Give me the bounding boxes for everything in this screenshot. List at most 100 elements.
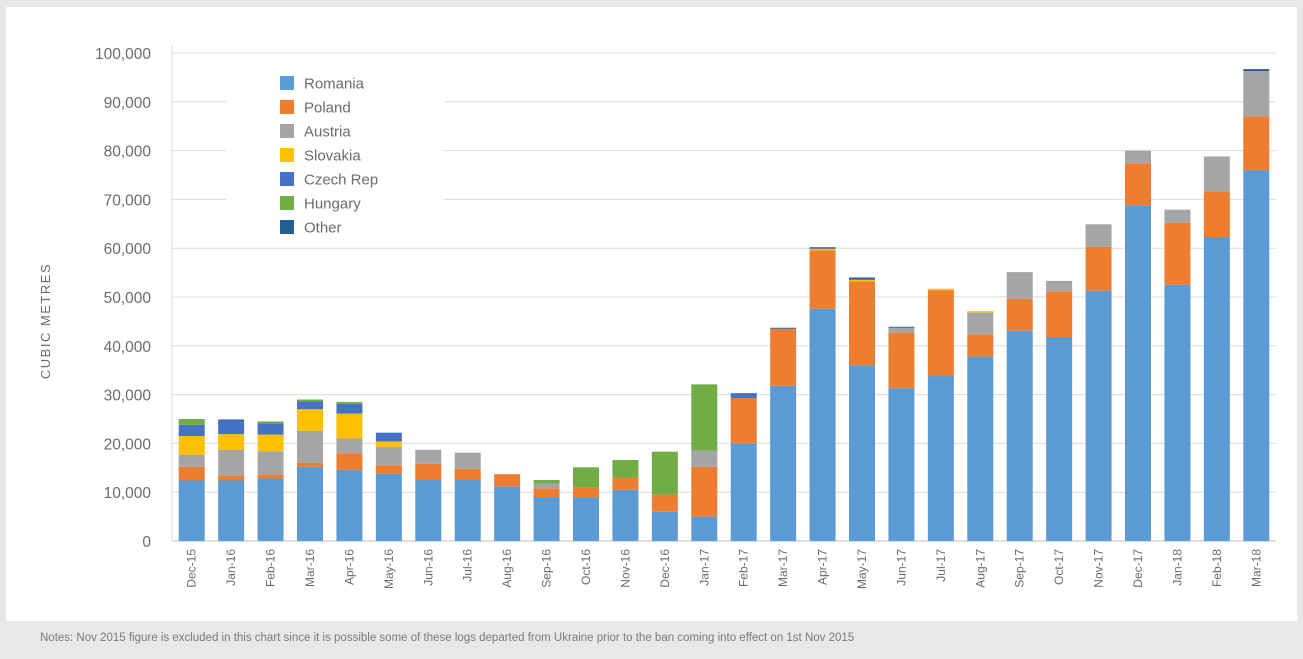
x-tick-label: Feb-17	[737, 549, 751, 587]
bar-segment-slovakia	[336, 413, 363, 439]
bar-segment-other	[218, 419, 245, 421]
bar-segment-romania	[927, 376, 954, 541]
legend-label: Other	[304, 220, 342, 237]
x-tick-label: Jan-18	[1170, 549, 1184, 586]
bar-segment-romania	[849, 365, 875, 541]
bar-segment-slovakia	[218, 434, 245, 450]
bar-segment-poland	[494, 474, 521, 487]
bar-segment-romania	[967, 356, 994, 541]
x-axis-ticks: Dec-15 Jan-16 Feb-16 Mar-16 Apr-16 May-16 Jun-…	[185, 549, 1264, 589]
bar-segment-austria	[415, 449, 442, 464]
legend-swatch	[280, 220, 294, 234]
bar-segment-czech-rep	[375, 432, 402, 442]
y-tick-label: 10,000	[104, 485, 152, 502]
x-tick-label: Oct-16	[579, 549, 593, 585]
bar-segment-romania	[1006, 330, 1033, 541]
x-tick-label: Feb-18	[1210, 549, 1224, 587]
x-tick-label: Sep-17	[1013, 549, 1027, 588]
bar-segment-poland	[1085, 246, 1112, 291]
bar-segment-romania	[415, 480, 442, 541]
bar-segment-austria	[1243, 71, 1270, 117]
legend-label: Poland	[304, 100, 351, 117]
bar-segment-romania	[454, 480, 481, 541]
bar-segment-poland	[297, 462, 323, 467]
bar-segment-poland	[573, 487, 599, 498]
bar-segment-romania	[1046, 337, 1073, 541]
bar-segment-poland	[1203, 191, 1230, 237]
bar-segment-slovakia	[809, 248, 836, 251]
y-tick-label: 50,000	[104, 290, 152, 307]
bar-segment-romania	[257, 478, 284, 541]
bar-segment-austria	[178, 454, 205, 467]
bar-segment-slovakia	[375, 441, 402, 447]
bar-segment-romania	[573, 497, 599, 541]
bar-segment-other	[849, 277, 875, 279]
bar-segment-austria	[888, 327, 915, 333]
x-tick-label: Dec-15	[185, 549, 199, 588]
bar-segment-hungary	[573, 467, 599, 488]
bar-segment-czech-rep	[257, 423, 284, 435]
bar-segment-romania	[1164, 284, 1191, 541]
x-tick-label: Nov-17	[1092, 549, 1106, 588]
x-tick-label: Apr-16	[342, 549, 356, 585]
legend-swatch	[280, 76, 294, 90]
x-tick-label: Apr-17	[816, 549, 830, 585]
bar-segment-romania	[218, 480, 245, 541]
bar-segment-austria	[1046, 280, 1073, 292]
bar-segment-poland	[415, 463, 442, 480]
legend-label: Slovakia	[304, 148, 361, 165]
bar-segment-poland	[1243, 116, 1270, 171]
bar-segment-poland	[218, 475, 245, 481]
bar-segment-hungary	[297, 399, 323, 402]
x-tick-label: Jan-16	[224, 549, 238, 586]
bar-segment-slovakia	[849, 279, 875, 282]
bar-segment-romania	[533, 497, 560, 541]
bar-segment-slovakia	[297, 409, 323, 431]
bar-segment-austria	[257, 451, 284, 475]
x-tick-label: Mar-18	[1249, 549, 1263, 587]
bar-segment-poland	[888, 332, 915, 389]
bar-segment-poland	[178, 466, 205, 481]
bar-segment-romania	[691, 516, 718, 541]
bar-segment-czech-rep	[730, 393, 757, 399]
y-tick-label: 90,000	[104, 95, 152, 112]
bar-segment-austria	[967, 312, 994, 335]
bar-segment-poland	[1125, 163, 1151, 206]
bar-segment-czech-rep	[218, 420, 245, 435]
y-tick-label: 40,000	[104, 339, 152, 356]
bar-segment-czech-rep	[178, 424, 205, 437]
bar-segment-hungary	[533, 480, 560, 484]
bar-segment-romania	[809, 308, 836, 541]
bar-segment-romania	[375, 473, 402, 541]
y-tick-label: 60,000	[104, 241, 152, 258]
x-tick-label: Mar-17	[776, 549, 790, 587]
legend-label: Romania	[304, 76, 365, 93]
bar-segment-hungary	[178, 419, 205, 425]
bar-segment-poland	[651, 494, 678, 512]
bar-segment-austria	[1085, 224, 1112, 247]
bar-segment-romania	[1243, 170, 1270, 541]
x-tick-label: Dec-17	[1131, 549, 1145, 588]
bar-segment-slovakia	[967, 311, 994, 313]
bar-segment-czech-rep	[297, 401, 323, 410]
bar-segment-slovakia	[178, 436, 205, 455]
bar-segment-poland	[967, 334, 994, 357]
bar-segment-romania	[494, 486, 521, 541]
bars	[178, 69, 1270, 542]
bar-segment-hungary	[336, 401, 363, 404]
bar-segment-austria	[1203, 156, 1230, 192]
x-tick-label: Jul-17	[934, 549, 948, 582]
x-tick-label: Jan-17	[697, 549, 711, 586]
bar-segment-hungary	[257, 421, 284, 424]
x-tick-label: Jul-16	[461, 549, 475, 582]
bar-segment-austria	[1125, 150, 1151, 164]
bar-segment-romania	[770, 385, 797, 541]
bar-segment-other	[1243, 69, 1270, 72]
x-tick-label: May-17	[855, 549, 869, 589]
x-tick-label: Jun-17	[894, 549, 908, 586]
bar-segment-poland	[454, 468, 481, 480]
legend-swatch	[280, 148, 294, 162]
y-tick-label: 20,000	[104, 436, 152, 453]
bar-segment-poland	[770, 328, 797, 386]
x-tick-label: Sep-16	[540, 549, 554, 588]
